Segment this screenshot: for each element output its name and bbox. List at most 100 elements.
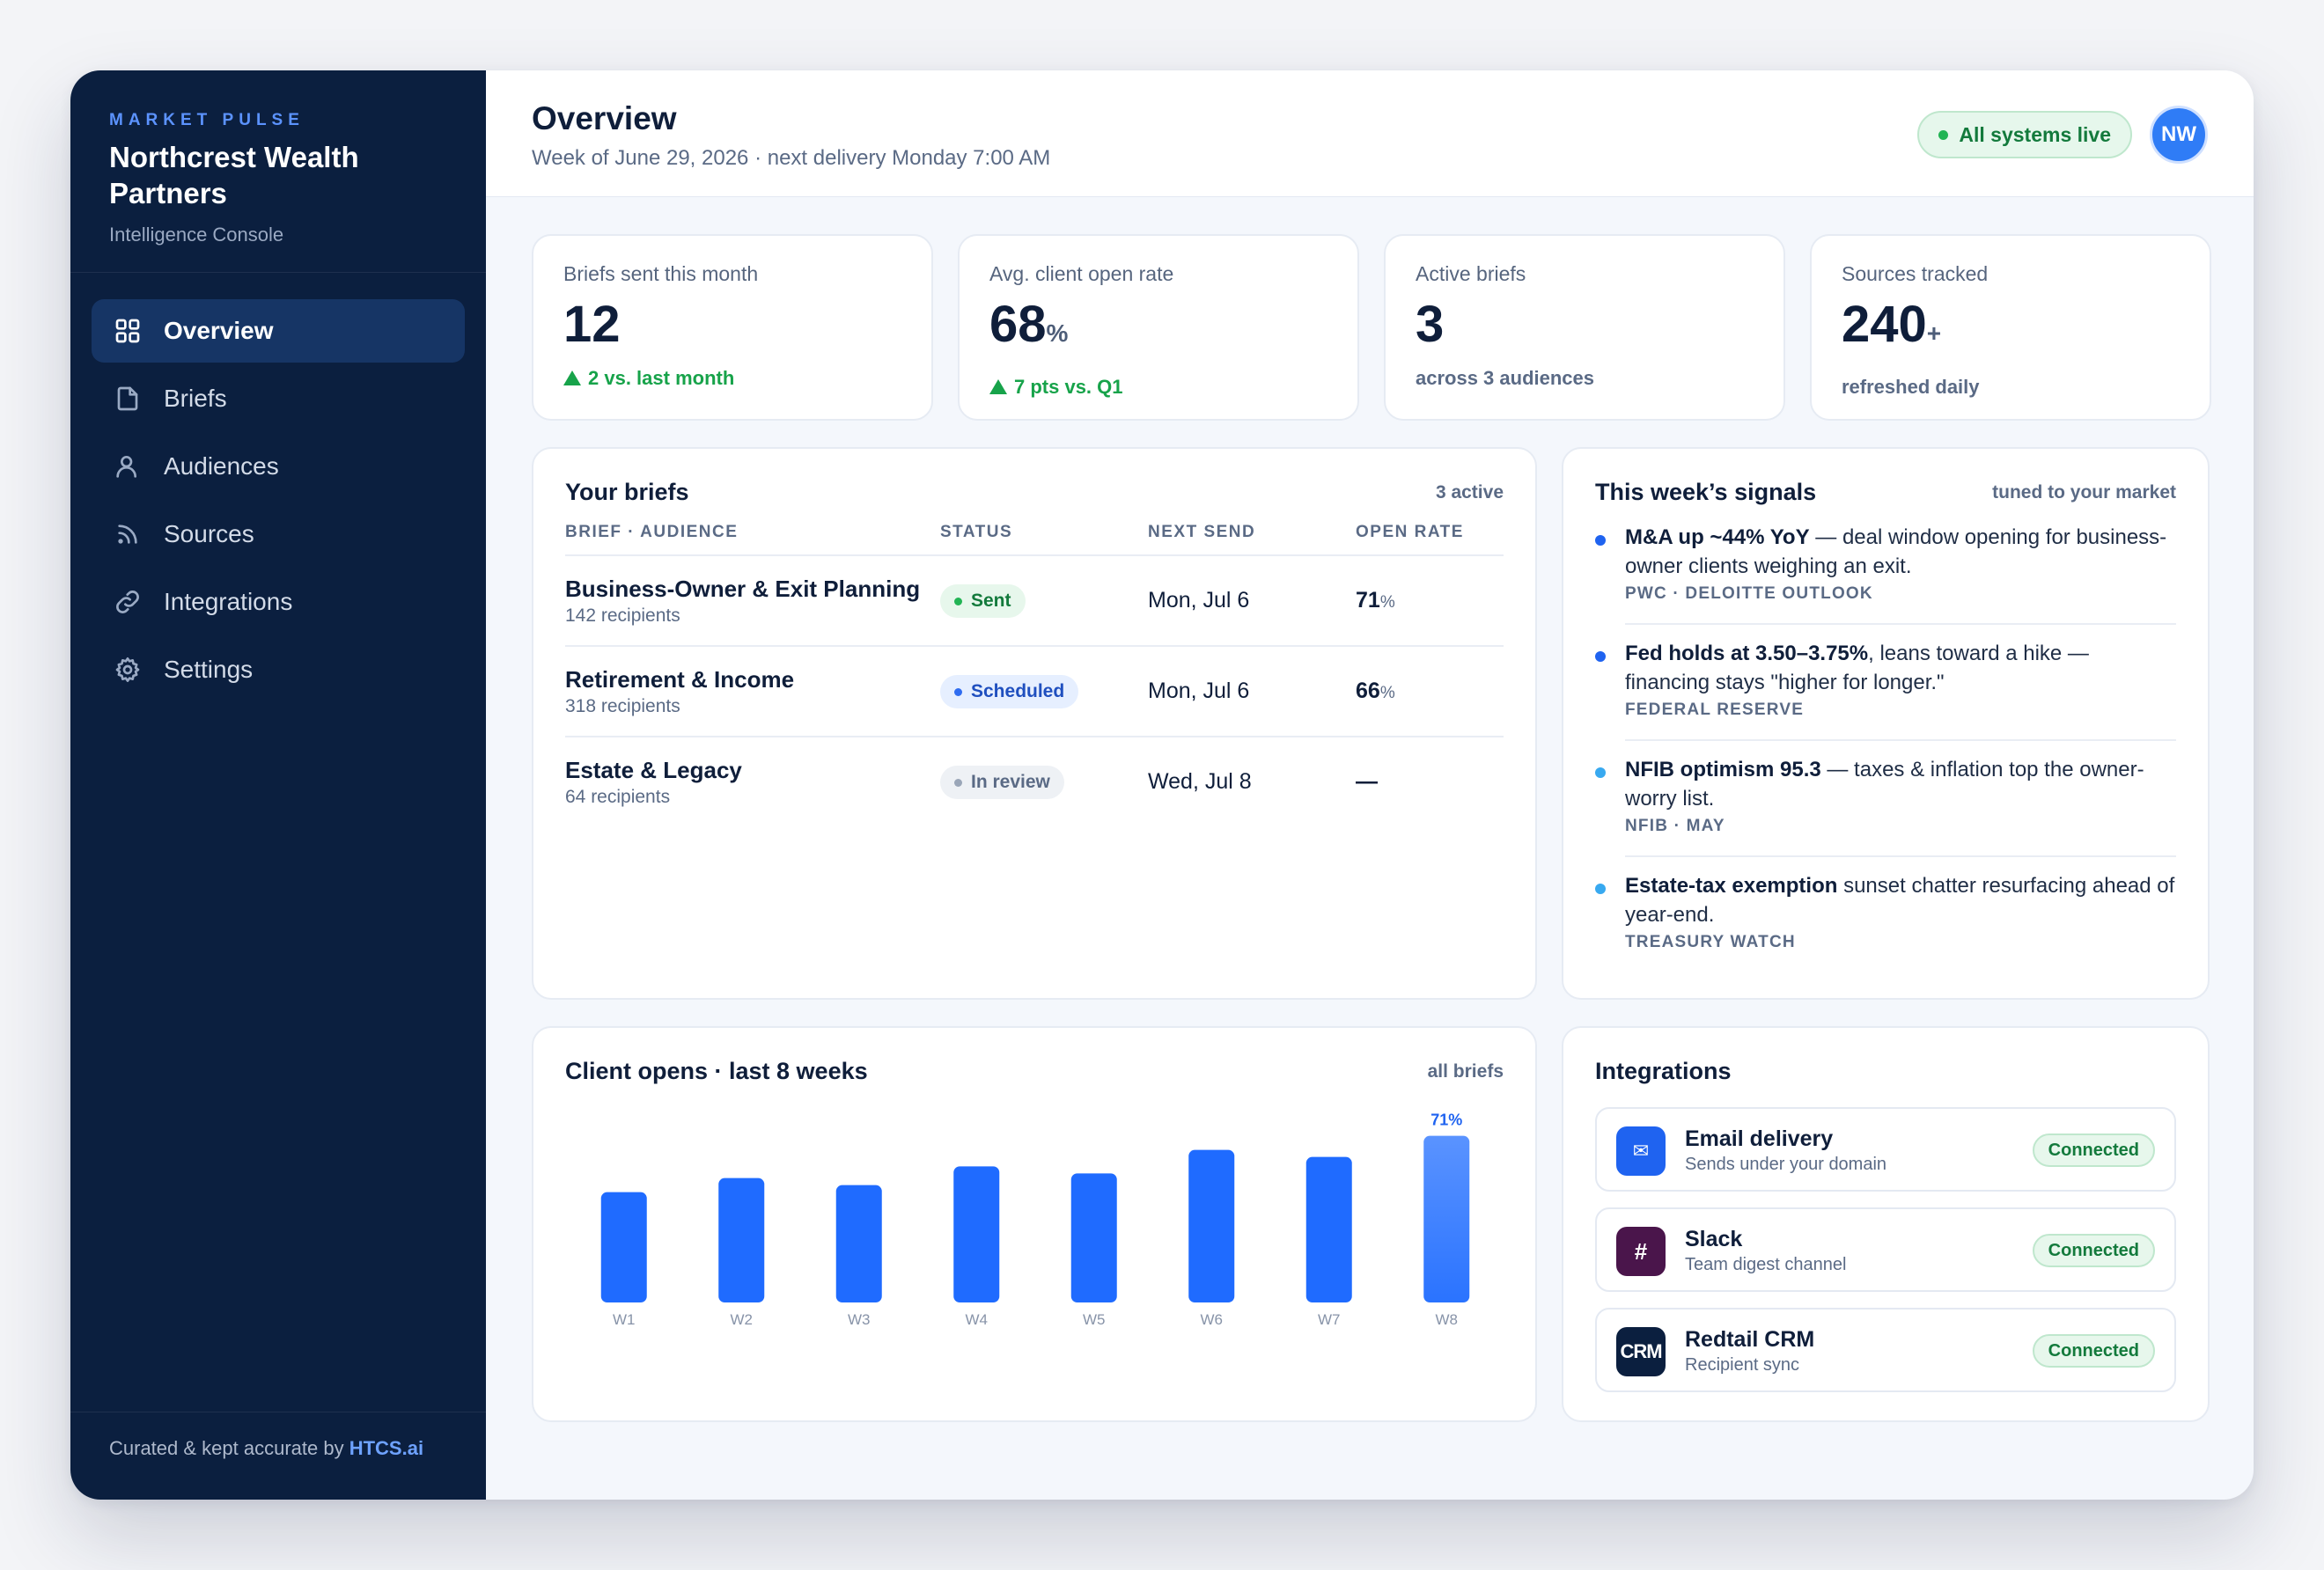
crm-icon: CRM	[1616, 1327, 1666, 1376]
signals-card: This week’s signals tuned to your market…	[1562, 447, 2210, 1000]
signal-headline: M&A up ~44% YoY	[1625, 525, 1810, 549]
sidebar-item-integrations[interactable]: Integrations	[92, 570, 465, 634]
x-tick-label: W1	[613, 1311, 636, 1328]
sidebar-item-label: Overview	[164, 317, 274, 344]
next-send: Mon, Jul 6	[1148, 588, 1250, 613]
status-badge: In review	[940, 766, 1064, 799]
chart-bar-w3[interactable]	[835, 1185, 882, 1302]
user-icon	[113, 451, 143, 481]
brand-subtitle: Intelligence Console	[109, 224, 284, 246]
gear-icon	[113, 655, 143, 685]
status-badge: Connected	[2032, 1234, 2155, 1267]
integration-description: Sends under your domain	[1685, 1155, 1887, 1174]
x-tick-label: W5	[1083, 1311, 1106, 1328]
up-arrow-icon	[563, 370, 581, 385]
chart-bar-w6[interactable]	[1188, 1149, 1235, 1302]
column-header-brief: BRIEF · AUDIENCE	[565, 523, 739, 541]
sidebar-item-overview[interactable]: Overview	[92, 299, 465, 363]
open-rate: 71%	[1356, 588, 1395, 613]
signal-headline: Fed holds at 3.50–3.75%	[1625, 642, 1869, 665]
table-row[interactable]: Business-Owner & Exit Planning 142 recip…	[565, 554, 1504, 645]
sidebar-nav: Overview Briefs Audiences Sources Integr…	[70, 273, 486, 701]
stat-card-active-briefs: Active briefs 3 across 3 audiences	[1384, 234, 1785, 421]
signal-item[interactable]: NFIB optimism 95.3 — taxes & inflation t…	[1595, 755, 2176, 836]
open-rate: 66%	[1356, 679, 1395, 704]
open-rate-value: 71	[1356, 588, 1380, 613]
stat-suffix: %	[1046, 319, 1069, 347]
chart-bar-w7[interactable]	[1305, 1156, 1352, 1302]
signal-headline: NFIB optimism 95.3	[1625, 758, 1821, 781]
status-label: Sent	[971, 591, 1011, 611]
stat-delta-text: 7 pts vs. Q1	[1014, 376, 1123, 398]
status-badge: Sent	[940, 584, 1026, 618]
sidebar-item-sources[interactable]: Sources	[92, 503, 465, 566]
sidebar-item-audiences[interactable]: Audiences	[92, 435, 465, 498]
column-header-status: STATUS	[940, 523, 1013, 541]
page-title: Overview	[532, 100, 677, 136]
integration-name: Redtail CRM	[1685, 1327, 1815, 1352]
main-content: Overview Week of June 29, 2026 · next de…	[486, 70, 2254, 1500]
integration-email[interactable]: ✉ Email delivery Sends under your domain…	[1595, 1107, 2176, 1192]
signal-item[interactable]: Fed holds at 3.50–3.75%, leans toward a …	[1595, 639, 2176, 720]
signal-item[interactable]: Estate-tax exemption sunset chatter resu…	[1595, 871, 2176, 952]
card-meta: all briefs	[1427, 1061, 1504, 1082]
divider	[1625, 739, 2176, 741]
stat-card-open-rate: Avg. client open rate 68% 7 pts vs. Q1	[958, 234, 1359, 421]
data-label: 71%	[1430, 1111, 1462, 1129]
chart-bar-w5[interactable]	[1070, 1173, 1117, 1302]
card-title: Integrations	[1595, 1058, 1732, 1084]
open-rate-unit: %	[1379, 684, 1395, 702]
integration-description: Recipient sync	[1685, 1355, 1800, 1375]
status-dot-icon	[1938, 129, 1949, 140]
chart-bar-w1[interactable]	[600, 1192, 647, 1302]
stat-value: 3	[1416, 297, 1754, 353]
chart-bar-w4[interactable]	[953, 1166, 1000, 1302]
signal-source: FEDERAL RESERVE	[1625, 701, 1805, 719]
signal-detail: — taxes & inflation top the owner-worry …	[1625, 758, 2144, 811]
avatar[interactable]: NW	[2150, 106, 2208, 164]
signal-text: NFIB optimism 95.3 — taxes & inflation t…	[1625, 755, 2176, 813]
stat-number: 240	[1842, 296, 1927, 353]
sidebar-item-settings[interactable]: Settings	[92, 638, 465, 701]
card-meta: tuned to your market	[1992, 482, 2176, 503]
column-header-next-send: NEXT SEND	[1148, 523, 1256, 541]
integration-name: Slack	[1685, 1227, 1743, 1251]
brand-eyebrow: MARKET PULSE	[109, 111, 305, 129]
brief-name: Business-Owner & Exit Planning	[565, 576, 921, 602]
link-icon	[113, 587, 143, 617]
open-rate-unit: %	[1379, 593, 1395, 612]
open-rate-value: —	[1356, 769, 1378, 794]
status-label: Scheduled	[971, 681, 1065, 701]
integration-slack[interactable]: # Slack Team digest channel Connected	[1595, 1207, 2176, 1292]
footer-link[interactable]: HTCS.ai	[349, 1437, 424, 1459]
envelope-icon: ✉	[1616, 1126, 1666, 1176]
table-row[interactable]: Estate & Legacy 64 recipients In review …	[565, 736, 1504, 826]
signal-source: NFIB · MAY	[1625, 817, 1725, 835]
sidebar-item-briefs[interactable]: Briefs	[92, 367, 465, 430]
chart-bar-w8[interactable]	[1423, 1135, 1470, 1302]
next-send: Mon, Jul 6	[1148, 679, 1250, 703]
grid-icon	[113, 316, 143, 346]
integrations-card: Integrations ✉ Email delivery Sends unde…	[1562, 1026, 2210, 1422]
integration-description: Team digest channel	[1685, 1255, 1847, 1274]
up-arrow-icon	[989, 379, 1007, 394]
opens-bar-chart: W1 W2 W3 W4 W5 W6 W7 W8 71%	[600, 1111, 1470, 1328]
table-row[interactable]: Retirement & Income 318 recipients Sched…	[565, 645, 1504, 736]
stat-label: Briefs sent this month	[563, 262, 759, 285]
stat-delta: 7 pts vs. Q1	[989, 376, 1327, 399]
status-badge: Connected	[2032, 1334, 2155, 1368]
sidebar-item-label: Settings	[164, 656, 254, 683]
card-meta: 3 active	[1435, 482, 1504, 503]
chart-bar-w2[interactable]	[718, 1178, 765, 1302]
stat-label: Avg. client open rate	[989, 262, 1174, 285]
status-label: In review	[971, 772, 1050, 792]
sidebar-item-label: Integrations	[164, 588, 293, 615]
x-tick-label: W8	[1436, 1311, 1459, 1328]
signal-item[interactable]: M&A up ~44% YoY — deal window opening fo…	[1595, 523, 2176, 604]
integration-name: Email delivery	[1685, 1126, 1834, 1151]
stat-card-briefs-sent: Briefs sent this month 12 2 vs. last mon…	[532, 234, 933, 421]
stat-delta-text: 2 vs. last month	[588, 367, 735, 389]
rss-icon	[113, 519, 143, 549]
integration-crm[interactable]: CRM Redtail CRM Recipient sync Connected	[1595, 1308, 2176, 1392]
app-window: MARKET PULSE Northcrest Wealth Partners …	[70, 70, 2254, 1500]
